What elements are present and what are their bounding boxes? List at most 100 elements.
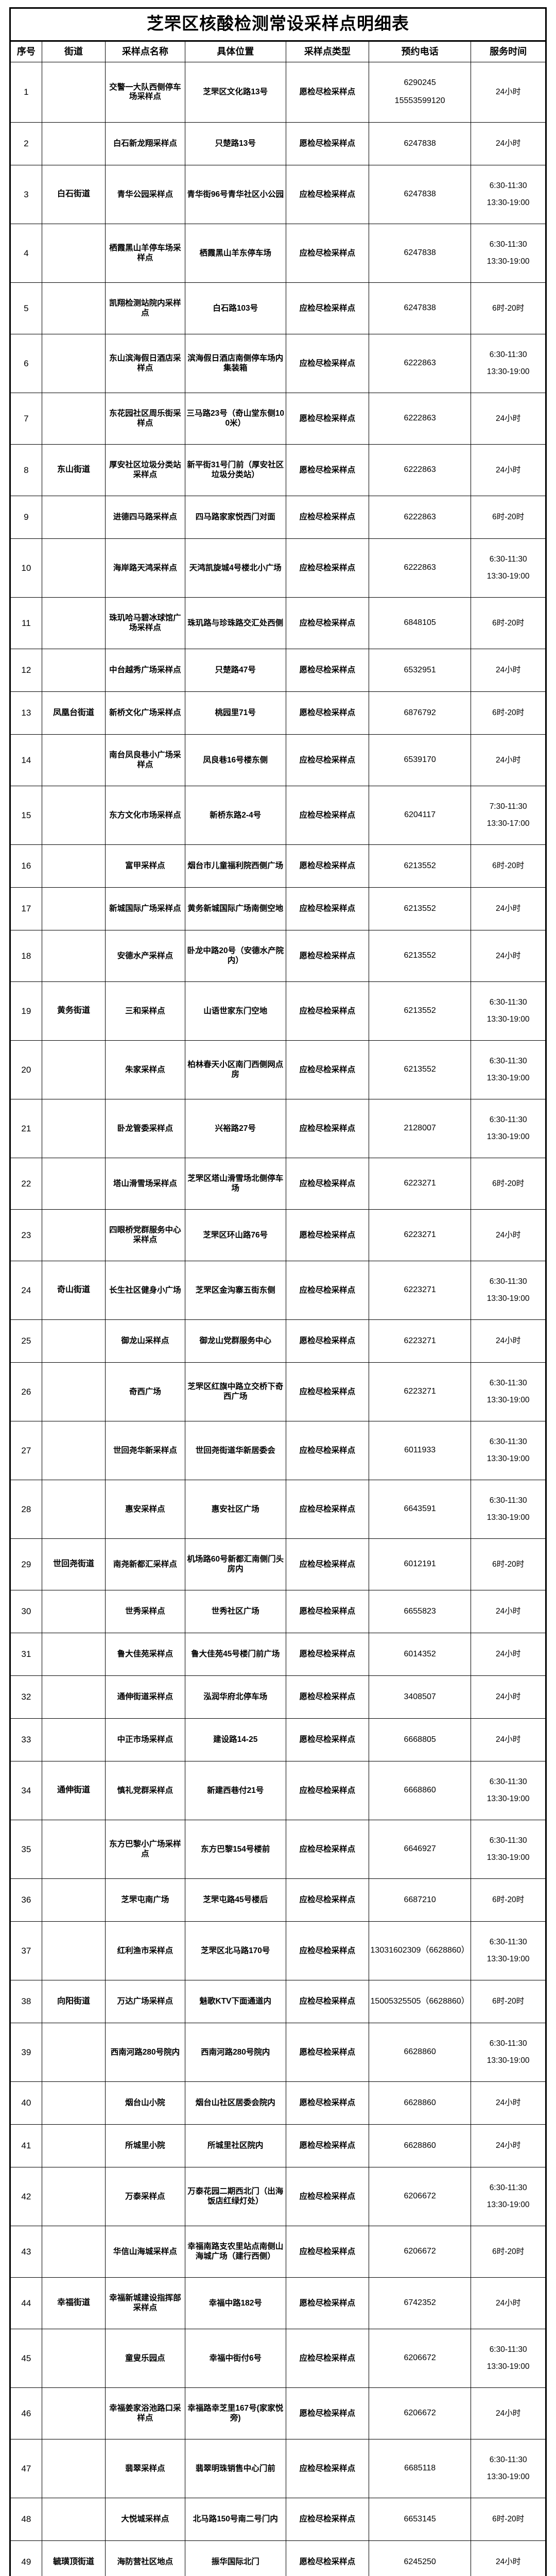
time-line: 24小时 xyxy=(496,1650,521,1659)
phone-line: 6742352 xyxy=(404,2298,436,2308)
cell-phone: 6206672 xyxy=(368,2167,472,2227)
phone-line: 6668860 xyxy=(404,1786,436,1795)
time-line: 24小时 xyxy=(496,414,521,423)
cell-phone: 6655823 xyxy=(368,1590,472,1634)
time-line: 13:30-17:00 xyxy=(486,819,530,828)
time-line: 13:30-19:00 xyxy=(486,1132,530,1141)
cell-street xyxy=(41,597,106,650)
cell-site-name: 交警一大队西侧停车场采样点 xyxy=(105,62,185,123)
time-line: 6时-20时 xyxy=(492,708,525,718)
cell-location: 滨海假日酒店南侧停车场内集装箱 xyxy=(184,334,286,394)
cell-phone: 6742352 xyxy=(368,2277,472,2330)
sampling-points-table: 芝罘区核酸检测常设采样点明细表 序号 街道 采样点名称 具体位置 采样点类型 预… xyxy=(9,7,547,2576)
time-line: 6:30-11:30 xyxy=(489,2039,527,2048)
cell-site-type: 应检尽检采样点 xyxy=(285,1421,369,1481)
cell-site-type: 愿检尽检采样点 xyxy=(285,1590,369,1634)
cell-location: 烟台市儿童福利院西侧广场 xyxy=(184,844,286,888)
cell-site-type: 应检尽检采样点 xyxy=(285,887,369,931)
cell-street: 向阳街道 xyxy=(41,1980,106,2024)
cell-location: 芝罘区红旗中路立交桥下奇西广场 xyxy=(184,1362,286,1422)
phone-line: 6222863 xyxy=(404,563,436,572)
cell-index: 3 xyxy=(10,165,42,225)
cell-street xyxy=(41,1633,106,1676)
cell-site-name: 童叟乐园点 xyxy=(105,2329,185,2388)
table-body: 1 交警一大队西侧停车场采样点 芝罘区文化路13号 愿检尽检采样点 6290245 155… xyxy=(10,62,546,2576)
cell-site-name: 三和采样点 xyxy=(105,981,185,1041)
time-line: 24小时 xyxy=(496,1607,521,1616)
cell-street: 东山街道 xyxy=(41,444,106,497)
cell-site-type: 应检尽检采样点 xyxy=(285,1761,369,1821)
column-header-site-type: 采样点类型 xyxy=(285,40,369,63)
cell-location: 机场路60号新都汇南侧门头房内 xyxy=(184,1538,286,1591)
cell-phone: 6222863 xyxy=(368,444,472,497)
table-row: 48 大悦城采样点 北马路150号南二号门内 应检尽检采样点 6653145 6时-20时 xyxy=(10,2498,546,2541)
cell-site-type: 愿检尽检采样点 xyxy=(285,1718,369,1762)
cell-street xyxy=(41,1040,106,1100)
cell-index: 37 xyxy=(10,1921,42,1981)
table-row: 11 珠玑哈马碧冰球馆广场采样点 珠玑路与珍珠路交汇处西侧 应检尽检采样点 684810… xyxy=(10,597,546,650)
cell-location: 建设路14-25 xyxy=(184,1718,286,1762)
time-line: 6:30-11:30 xyxy=(489,1777,527,1787)
cell-phone: 6848105 xyxy=(368,597,472,650)
cell-site-name: 幸福姜家浴池路口采样点 xyxy=(105,2387,185,2440)
table-row: 31 鲁大佳苑采样点 鲁大佳苑45号楼门前广场 愿检尽检采样点 6014352 24小时 xyxy=(10,1633,546,1676)
cell-site-name: 芝罘屯南广场 xyxy=(105,1878,185,1922)
cell-service-time: 24小时 xyxy=(471,62,546,123)
cell-index: 40 xyxy=(10,2081,42,2125)
cell-site-name: 四眼桥党群服务中心采样点 xyxy=(105,1209,185,1262)
cell-site-type: 愿检尽检采样点 xyxy=(285,930,369,982)
cell-service-time: 6时-20时 xyxy=(471,1158,546,1210)
column-header-phone: 预约电话 xyxy=(368,40,472,63)
cell-phone: 6213552 xyxy=(368,887,472,931)
cell-phone: 13031602309（6628860） xyxy=(368,1921,472,1981)
cell-site-type: 愿检尽检采样点 xyxy=(285,1209,369,1262)
time-line: 6:30-11:30 xyxy=(489,555,527,564)
cell-site-name: 新桥文化广场采样点 xyxy=(105,691,185,735)
cell-site-name: 塔山滑雪场采样点 xyxy=(105,1158,185,1210)
cell-phone: 6668805 xyxy=(368,1718,472,1762)
cell-phone: 6646927 xyxy=(368,1820,472,1879)
phone-line: 6532951 xyxy=(404,665,436,674)
cell-index: 19 xyxy=(10,981,42,1041)
cell-index: 12 xyxy=(10,649,42,692)
cell-site-name: 翡翠采样点 xyxy=(105,2439,185,2499)
cell-site-name: 朱家采样点 xyxy=(105,1040,185,1100)
cell-service-time: 6:30-11:30 13:30-19:00 xyxy=(471,165,546,225)
cell-site-name: 珠玑哈马碧冰球馆广场采样点 xyxy=(105,597,185,650)
cell-site-type: 应检尽检采样点 xyxy=(285,1980,369,2024)
phone-line: 6848105 xyxy=(404,618,436,628)
cell-site-type: 应检尽检采样点 xyxy=(285,786,369,845)
cell-index: 25 xyxy=(10,1319,42,1363)
cell-phone: 15005325505（6628860） xyxy=(368,1980,472,2024)
table-row: 3 白石街道 青华公园采样点 青华街96号青华社区小公园 应检尽检采样点 6247838 6… xyxy=(10,165,546,225)
cell-site-type: 应检尽检采样点 xyxy=(285,2329,369,2388)
cell-phone: 6628860 xyxy=(368,2124,472,2168)
table-row: 12 中台越秀广场采样点 只楚路47号 愿检尽检采样点 6532951 24小时 xyxy=(10,649,546,692)
cell-site-type: 应检尽检采样点 xyxy=(285,1362,369,1422)
cell-service-time: 24小时 xyxy=(471,1718,546,1762)
cell-service-time: 6:30-11:30 13:30-19:00 xyxy=(471,1820,546,1879)
time-line: 13:30-19:00 xyxy=(486,1954,530,1963)
cell-service-time: 24小时 xyxy=(471,1675,546,1719)
table-row: 49 毓璜顶街道 海防营社区地点 振华国际北门 愿检尽检采样点 6245250 24小时 xyxy=(10,2540,546,2576)
cell-service-time: 24小时 xyxy=(471,122,546,166)
time-line: 6:30-11:30 xyxy=(489,998,527,1007)
cell-service-time: 24小时 xyxy=(471,734,546,787)
phone-line: 13031602309（6628860） xyxy=(370,1946,470,1955)
cell-street xyxy=(41,1319,106,1363)
cell-service-time: 6:30-11:30 13:30-19:00 xyxy=(471,1040,546,1100)
time-line: 6:30-11:30 xyxy=(489,1938,527,1947)
cell-street xyxy=(41,1158,106,1210)
cell-location: 青华街96号青华社区小公园 xyxy=(184,165,286,225)
table-row: 37 红利渔市采样点 芝罘区北马路170号 应检尽检采样点 13031602309（66… xyxy=(10,1921,546,1981)
cell-index: 16 xyxy=(10,844,42,888)
time-line: 6:30-11:30 xyxy=(489,1057,527,1066)
cell-index: 22 xyxy=(10,1158,42,1210)
cell-phone: 3408507 xyxy=(368,1675,472,1719)
cell-index: 47 xyxy=(10,2439,42,2499)
cell-site-type: 愿检尽检采样点 xyxy=(285,2124,369,2168)
cell-location: 芝罘区文化路13号 xyxy=(184,62,286,123)
cell-site-type: 应检尽检采样点 xyxy=(285,334,369,394)
phone-line: 6222863 xyxy=(404,359,436,368)
cell-site-type: 应检尽检采样点 xyxy=(285,2439,369,2499)
